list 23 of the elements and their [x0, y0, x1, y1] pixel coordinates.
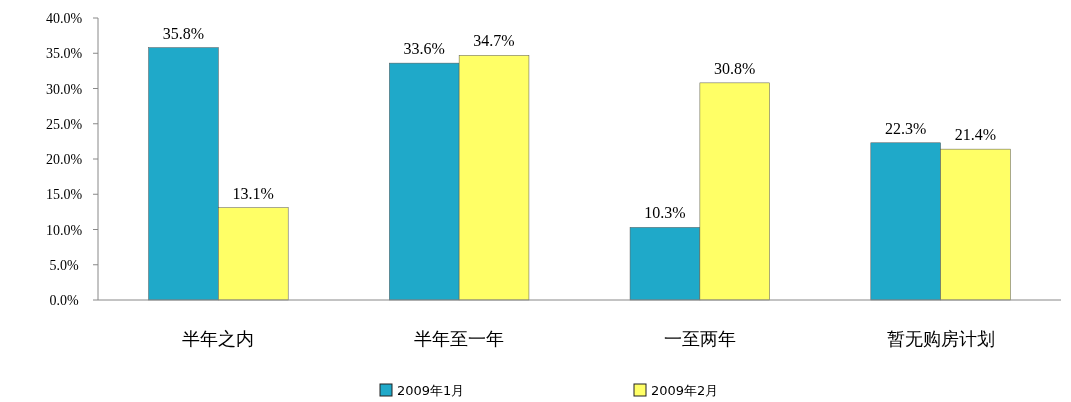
y-tick-label: 10.0%: [45, 222, 83, 238]
data-label: 35.8%: [162, 24, 205, 42]
data-label: 13.1%: [232, 184, 274, 202]
y-tick-label: 40.0%: [45, 11, 83, 26]
y-tick-label: 5.0%: [49, 257, 79, 273]
data-label: 21.4%: [954, 126, 997, 144]
data-label: 33.6%: [403, 40, 445, 58]
y-tick-label: 35.0%: [45, 46, 83, 62]
data-label: 22.3%: [885, 119, 927, 137]
y-tick-label: 0.0%: [49, 293, 79, 308]
y-tick-label: 25.0%: [45, 116, 83, 132]
x-tick-label: 半年至一年: [414, 328, 505, 349]
data-label: 10.3%: [644, 204, 686, 222]
y-tick-label: 15.0%: [45, 187, 83, 203]
data-label: 30.8%: [714, 59, 756, 77]
data-label: 34.7%: [473, 32, 515, 50]
x-tick-label: 半年之内: [182, 328, 255, 349]
legend-label: 2009年2月: [651, 383, 719, 398]
x-tick-label: 一至两年: [663, 328, 736, 349]
y-tick-label: 20.0%: [45, 152, 83, 167]
x-tick-label: 暂无购房计划: [886, 328, 995, 349]
y-tick-label: 30.0%: [45, 81, 83, 97]
legend-label: 2009年1月: [397, 383, 465, 398]
